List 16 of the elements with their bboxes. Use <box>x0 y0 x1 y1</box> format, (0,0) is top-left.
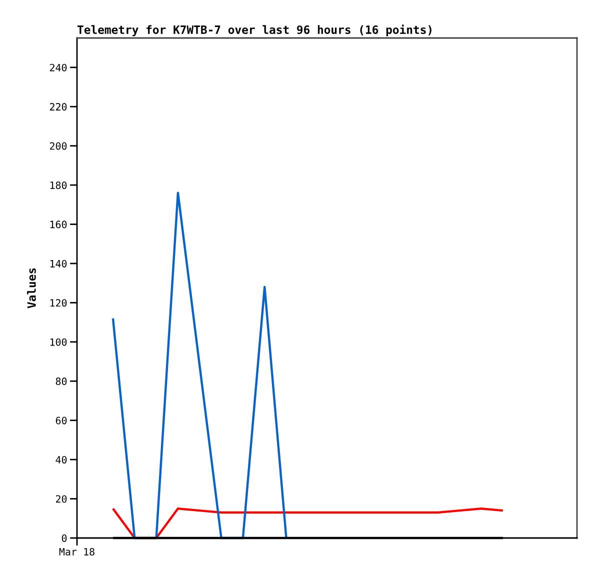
y-tick-label: 140 <box>50 260 67 268</box>
y-tick-label: 20 <box>56 495 67 503</box>
y-tick-label: 0 <box>62 534 67 542</box>
y-tick-label: 180 <box>50 181 67 190</box>
chart-title: Telemetry for K7WTB-7 over last 96 hours (16 points) <box>78 24 432 36</box>
y-tick-label: 120 <box>50 299 67 307</box>
y-tick-label: 160 <box>50 220 67 228</box>
y-tick-label: 240 <box>50 64 67 72</box>
y-axis-title: Values <box>27 268 36 308</box>
y-tick-label: 60 <box>56 416 67 424</box>
text: Mar 18 <box>59 548 94 556</box>
y-tick-label: 220 <box>50 103 67 111</box>
y-tick-label: 100 <box>50 338 67 346</box>
y-tick-label: 40 <box>56 456 67 464</box>
y-tick-label: 80 <box>56 378 67 386</box>
y-tick-label: 200 <box>50 142 67 150</box>
